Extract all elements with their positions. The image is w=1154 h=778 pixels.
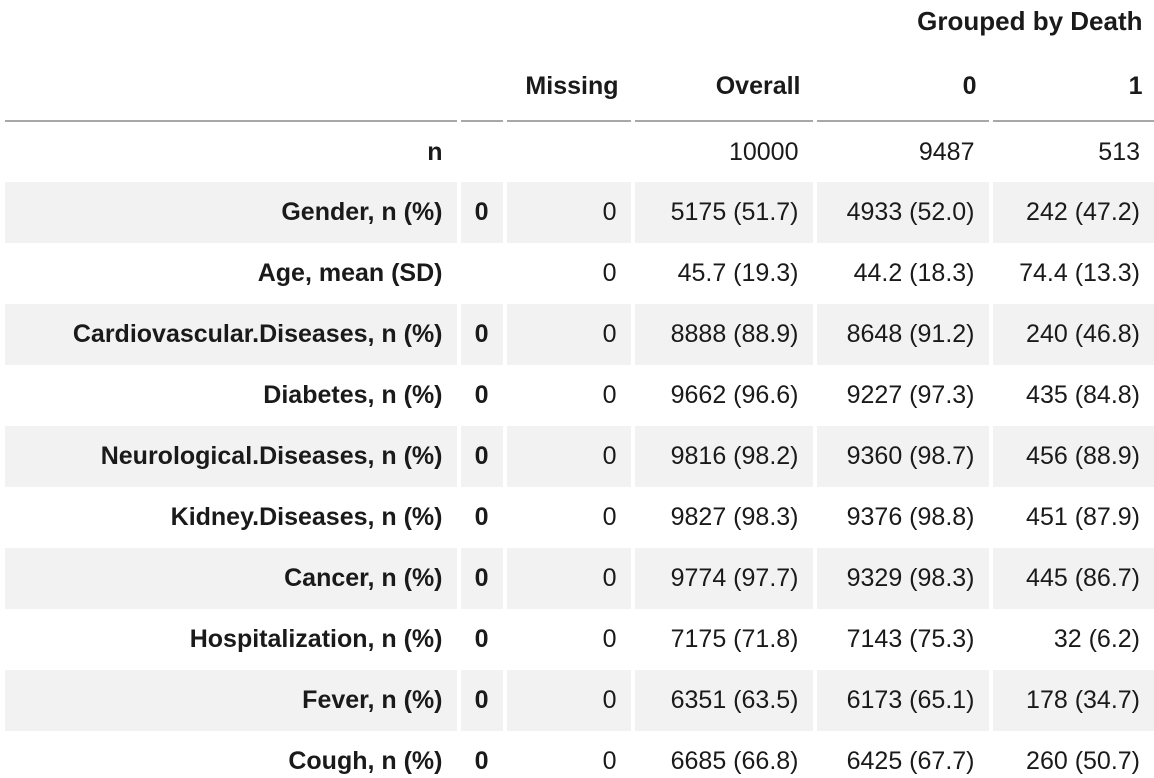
group0-column-header: 0 xyxy=(814,42,991,122)
missing-value-cell: 0 xyxy=(502,304,633,365)
group0-value-cell: 9487 xyxy=(812,121,991,182)
group0-value-cell: 9227 (97.3) xyxy=(812,365,991,426)
missing-value-cell xyxy=(502,121,633,182)
row-label-cell: n xyxy=(0,121,459,182)
group0-value-cell: 7143 (75.3) xyxy=(812,609,991,670)
overall-value-cell: 9827 (98.3) xyxy=(630,487,815,548)
table-row: Hospitalization, n (%) 0 0 7175 (71.8) 7… xyxy=(0,609,1154,670)
row-label-cell: Hospitalization, n (%) xyxy=(0,609,459,670)
group1-value-cell: 178 (34.7) xyxy=(988,670,1154,731)
overall-value-cell: 9774 (97.7) xyxy=(630,548,815,609)
overall-value-cell: 6685 (66.8) xyxy=(630,731,815,778)
level-column-header xyxy=(458,42,505,122)
row-level-cell: 0 xyxy=(456,731,505,778)
missing-value-cell: 0 xyxy=(502,243,633,304)
row-level-cell: 0 xyxy=(456,426,505,487)
overall-value-cell: 10000 xyxy=(630,121,815,182)
row-level-cell: 0 xyxy=(456,548,505,609)
group0-value-cell: 8648 (91.2) xyxy=(812,304,991,365)
missing-value-cell: 0 xyxy=(502,487,633,548)
overall-column-header: Overall xyxy=(632,42,815,122)
missing-value-cell: 0 xyxy=(502,182,633,243)
row-label-cell: Neurological.Diseases, n (%) xyxy=(0,426,459,487)
label-column-header xyxy=(2,42,459,122)
overall-value-cell: 9662 (96.6) xyxy=(630,365,815,426)
missing-value-cell: 0 xyxy=(502,731,633,778)
row-label-cell: Diabetes, n (%) xyxy=(0,365,459,426)
group1-value-cell: 435 (84.8) xyxy=(988,365,1154,426)
overall-value-cell: 5175 (51.7) xyxy=(630,182,815,243)
group1-value-cell: 32 (6.2) xyxy=(988,609,1154,670)
table-row: Cancer, n (%) 0 0 9774 (97.7) 9329 (98.3… xyxy=(0,548,1154,609)
row-level-cell: 0 xyxy=(456,609,505,670)
group1-value-cell: 445 (86.7) xyxy=(988,548,1154,609)
group1-value-cell: 456 (88.9) xyxy=(988,426,1154,487)
missing-value-cell: 0 xyxy=(502,426,633,487)
table-row: n 10000 9487 513 xyxy=(0,121,1154,182)
overall-value-cell: 7175 (71.8) xyxy=(630,609,815,670)
row-level-cell: 0 xyxy=(456,670,505,731)
table-row: Gender, n (%) 0 0 5175 (51.7) 4933 (52.0… xyxy=(0,182,1154,243)
row-level-cell: 0 xyxy=(456,182,505,243)
missing-value-cell: 0 xyxy=(502,670,633,731)
table-row: Diabetes, n (%) 0 0 9662 (96.6) 9227 (97… xyxy=(0,365,1154,426)
row-level-cell: 0 xyxy=(456,304,505,365)
group1-value-cell: 513 xyxy=(988,121,1154,182)
row-level-cell: 0 xyxy=(456,365,505,426)
group0-value-cell: 6425 (67.7) xyxy=(812,731,991,778)
group1-column-header: 1 xyxy=(990,42,1154,122)
overall-value-cell: 6351 (63.5) xyxy=(630,670,815,731)
missing-column-header: Missing xyxy=(504,42,633,122)
table-row: Cardiovascular.Diseases, n (%) 0 0 8888 … xyxy=(0,304,1154,365)
missing-value-cell: 0 xyxy=(502,609,633,670)
group0-value-cell: 9360 (98.7) xyxy=(812,426,991,487)
row-label-cell: Cough, n (%) xyxy=(0,731,459,778)
row-label-cell: Gender, n (%) xyxy=(0,182,459,243)
row-level-cell xyxy=(456,121,505,182)
row-label-cell: Fever, n (%) xyxy=(0,670,459,731)
group0-value-cell: 9376 (98.8) xyxy=(812,487,991,548)
table-body: n 10000 9487 513 Gender, n (%) 0 0 5175 … xyxy=(0,121,1154,778)
row-label-cell: Age, mean (SD) xyxy=(0,243,459,304)
row-level-cell: 0 xyxy=(456,487,505,548)
table-row: Cough, n (%) 0 0 6685 (66.8) 6425 (67.7)… xyxy=(0,731,1154,778)
row-label-cell: Cardiovascular.Diseases, n (%) xyxy=(0,304,459,365)
group-header-row: Grouped by Death xyxy=(3,0,1154,42)
group1-value-cell: 240 (46.8) xyxy=(988,304,1154,365)
row-label-cell: Kidney.Diseases, n (%) xyxy=(0,487,459,548)
table-row: Fever, n (%) 0 0 6351 (63.5) 6173 (65.1)… xyxy=(0,670,1154,731)
group0-value-cell: 4933 (52.0) xyxy=(812,182,991,243)
missing-value-cell: 0 xyxy=(502,365,633,426)
table-row: Age, mean (SD) 0 45.7 (19.3) 44.2 (18.3)… xyxy=(0,243,1154,304)
missing-value-cell: 0 xyxy=(502,548,633,609)
table-row: Kidney.Diseases, n (%) 0 0 9827 (98.3) 9… xyxy=(0,487,1154,548)
group1-value-cell: 74.4 (13.3) xyxy=(988,243,1154,304)
overall-value-cell: 8888 (88.9) xyxy=(630,304,815,365)
group0-value-cell: 9329 (98.3) xyxy=(812,548,991,609)
row-level-cell xyxy=(456,243,505,304)
row-label-cell: Cancer, n (%) xyxy=(0,548,459,609)
column-header-row: Missing Overall 0 1 xyxy=(2,42,1154,122)
group0-value-cell: 44.2 (18.3) xyxy=(812,243,991,304)
overall-value-cell: 45.7 (19.3) xyxy=(630,243,815,304)
group1-value-cell: 260 (50.7) xyxy=(988,731,1154,778)
group1-value-cell: 242 (47.2) xyxy=(988,182,1154,243)
group1-value-cell: 451 (87.9) xyxy=(988,487,1154,548)
group0-value-cell: 6173 (65.1) xyxy=(812,670,991,731)
overall-value-cell: 9816 (98.2) xyxy=(630,426,815,487)
group-header-title: Grouped by Death xyxy=(917,6,1143,36)
table-row: Neurological.Diseases, n (%) 0 0 9816 (9… xyxy=(0,426,1154,487)
